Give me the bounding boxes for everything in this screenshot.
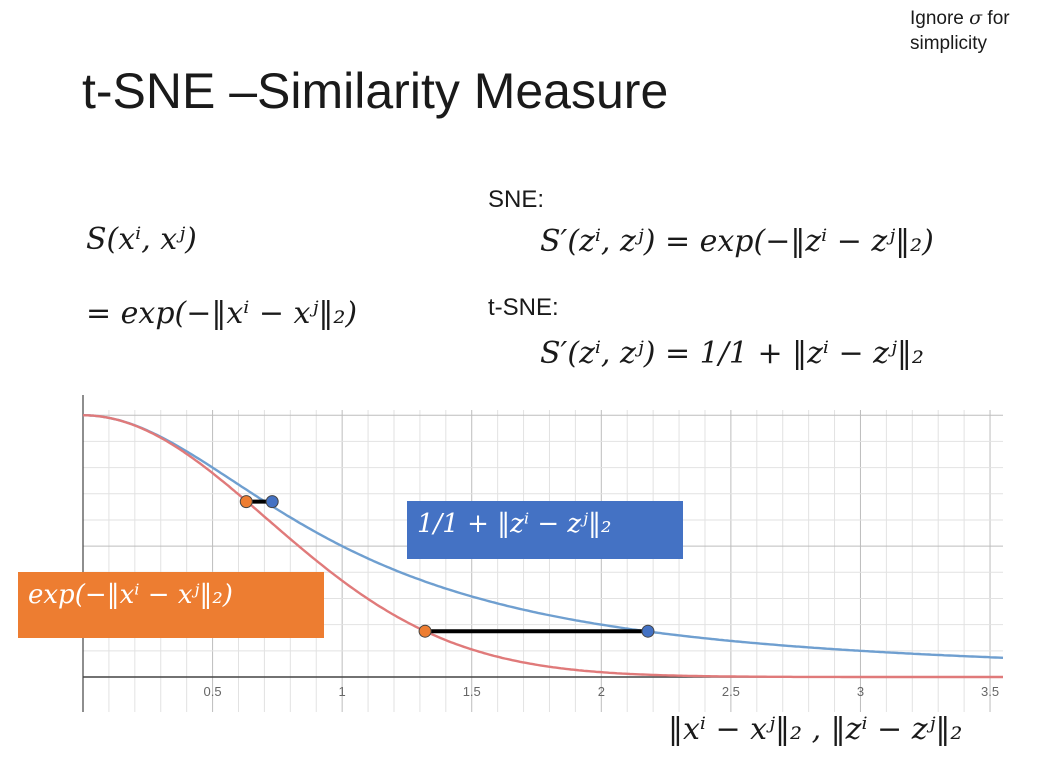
x-tick-label: 3.5 <box>981 684 999 699</box>
series-line <box>82 414 1004 659</box>
similarity-point <box>265 495 279 509</box>
tsne-equation: S′(zⁱ, zʲ) = 1/1 + ‖zⁱ − zʲ‖₂ <box>540 336 924 371</box>
sne-curve-label: exp(−‖xⁱ − xʲ‖₂) <box>18 572 324 638</box>
x-tick-label: 2 <box>598 684 605 699</box>
similarity-point <box>641 624 655 638</box>
chart-markers <box>239 495 655 638</box>
page-title: t-SNE –Similarity Measure <box>82 63 669 119</box>
similarity-point <box>239 495 253 509</box>
similarity-lhs: S(xⁱ, xʲ) <box>86 222 197 257</box>
x-tick-label: 3 <box>857 684 864 699</box>
similarity-point <box>418 624 432 638</box>
t-sne-curve-label: 1/1 + ‖zⁱ − zʲ‖₂ <box>407 501 683 559</box>
note-suffix: for <box>987 8 1010 29</box>
x-tick-label: 1.5 <box>463 684 481 699</box>
x-tick-label: 0.5 <box>204 684 222 699</box>
note-line-2: simplicity <box>910 33 988 54</box>
sne-label: SNE: <box>488 186 545 213</box>
series-line <box>82 414 1003 679</box>
x-tick-label: 1 <box>339 684 346 699</box>
x-axis-caption: ‖xⁱ − xʲ‖₂ , ‖zⁱ − zʲ‖₂ <box>668 712 963 747</box>
x-tick-labels: 0.5 1 1.5 2 2.5 3 3.5 <box>204 684 1000 699</box>
note-prefix: Ignore <box>910 8 964 29</box>
sigma-symbol: σ <box>969 7 983 29</box>
tsne-label: t-SNE: <box>488 294 559 321</box>
sigma-note: Ignore σ for simplicity <box>910 6 1010 56</box>
x-tick-label: 2.5 <box>722 684 740 699</box>
similarity-rhs: = exp(−‖xⁱ − xʲ‖₂) <box>86 296 358 331</box>
sne-equation: S′(zⁱ, zʲ) = exp(−‖zⁱ − zʲ‖₂) <box>540 224 934 259</box>
chart-curves <box>82 414 1004 679</box>
